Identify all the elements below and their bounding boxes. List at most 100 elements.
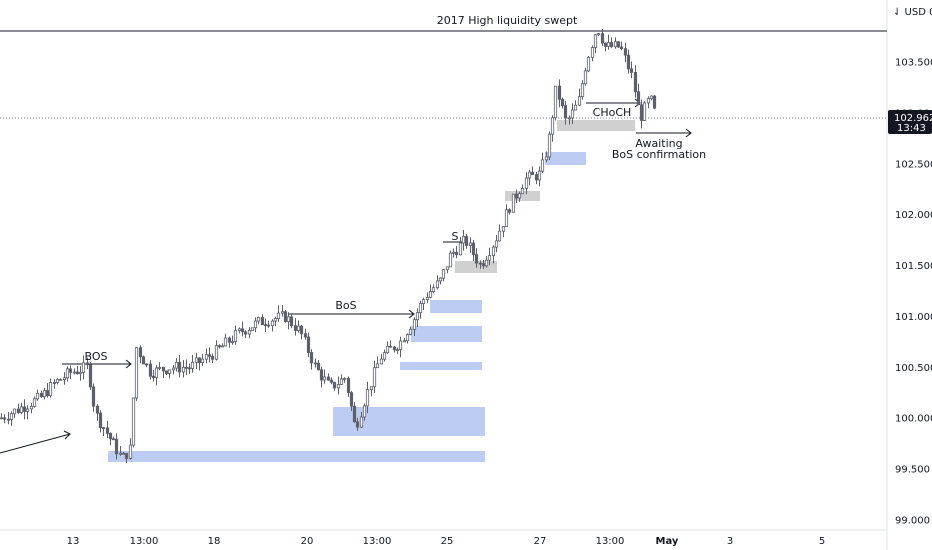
candle-down xyxy=(652,95,657,109)
candle-up xyxy=(501,226,506,232)
candle-up xyxy=(461,236,466,244)
candle-up xyxy=(484,259,489,267)
candle-down xyxy=(633,72,638,93)
candle-up xyxy=(65,368,70,379)
candle-down xyxy=(91,386,96,407)
annotation-label: CHoCH xyxy=(593,106,632,119)
candle-down xyxy=(319,369,324,381)
candle-up xyxy=(247,330,252,335)
candle-down xyxy=(316,362,321,371)
candle-down xyxy=(530,171,535,175)
annotations-layer: 2017 High liquidity swept BOS BoS S CHoCH Awa… xyxy=(85,14,707,363)
candle-up xyxy=(421,299,426,304)
candle-down xyxy=(75,371,80,375)
candle-up xyxy=(55,378,60,383)
candle-up xyxy=(35,392,40,400)
candle-up xyxy=(385,345,390,354)
candle-down xyxy=(101,427,106,430)
candles-layer xyxy=(0,28,657,463)
candle-up xyxy=(418,303,423,314)
candle-down xyxy=(124,453,129,459)
candle-up xyxy=(517,193,522,199)
candle-up xyxy=(118,452,123,455)
candle-down xyxy=(332,381,337,389)
countdown-value: 13:43 xyxy=(897,123,926,134)
price-tick-label: 100.500 xyxy=(895,363,932,374)
candle-down xyxy=(138,347,143,358)
candle-down xyxy=(616,41,621,48)
candle-down xyxy=(108,432,113,440)
candle-up xyxy=(200,358,205,363)
candle-down xyxy=(266,324,271,327)
candle-up xyxy=(336,384,341,389)
candle-down xyxy=(88,364,93,388)
candle-up xyxy=(190,361,195,369)
candle-up xyxy=(25,408,30,412)
annotation-label: S xyxy=(452,230,459,243)
candle-up xyxy=(379,358,384,365)
candle-up xyxy=(441,269,446,279)
candle-down xyxy=(303,333,308,338)
price-tick-label: 99.500 xyxy=(895,465,930,476)
candle-up xyxy=(553,85,558,119)
candle-down xyxy=(306,336,311,353)
candle-up xyxy=(398,340,403,350)
price-zone xyxy=(545,152,586,165)
time-axis[interactable]: 13 13:00 18 20 13:00 25 27 13:00 May 3 5 xyxy=(67,536,826,547)
candle-up xyxy=(181,366,186,373)
annotation-label: Awaiting xyxy=(635,137,682,150)
candle-down xyxy=(388,345,393,348)
zones-layer xyxy=(108,120,635,462)
candle-up xyxy=(128,444,133,459)
candle-up xyxy=(580,83,585,98)
candle-up xyxy=(220,345,225,348)
candle-up xyxy=(369,386,374,390)
price-tick-label: 102.000 xyxy=(895,210,932,221)
price-zone xyxy=(505,191,540,201)
candle-up xyxy=(48,382,53,397)
candle-up xyxy=(570,109,575,119)
candle-down xyxy=(326,376,331,381)
candle-down xyxy=(557,85,562,100)
candle-up xyxy=(642,102,647,121)
candle-up xyxy=(547,133,552,158)
candle-up xyxy=(9,413,14,420)
candle-down xyxy=(263,324,268,326)
candle-down xyxy=(392,346,397,351)
price-axis[interactable]: 103.500103.000102.500102.000101.500101.0… xyxy=(895,58,932,527)
candle-up xyxy=(550,117,555,135)
time-tick-label: 18 xyxy=(208,536,221,547)
candle-up xyxy=(438,277,443,282)
time-tick-label: May xyxy=(656,536,679,547)
candle-down xyxy=(636,91,641,106)
candle-up xyxy=(573,104,578,111)
price-tick-label: 101.000 xyxy=(895,312,932,323)
candle-up xyxy=(372,367,377,388)
time-tick-label: 13 xyxy=(67,536,80,547)
candle-up xyxy=(276,312,281,319)
candle-down xyxy=(161,366,166,372)
candle-up xyxy=(154,367,159,379)
candle-up xyxy=(544,156,549,161)
price-zone xyxy=(400,362,482,370)
candle-down xyxy=(151,375,156,379)
annotation-label: 2017 High liquidity swept xyxy=(437,14,578,27)
candle-up xyxy=(458,242,463,256)
candle-up xyxy=(382,352,387,360)
candle-up xyxy=(253,320,258,329)
candle-down xyxy=(210,356,215,360)
candle-down xyxy=(207,354,212,357)
candle-down xyxy=(227,337,232,343)
candle-down xyxy=(260,317,265,325)
candle-down xyxy=(22,406,27,412)
time-tick-label: 27 xyxy=(534,536,547,547)
price-tick-label: 103.500 xyxy=(895,58,932,69)
price-zone xyxy=(108,451,485,462)
candle-up xyxy=(540,159,545,172)
candle-up xyxy=(230,341,235,343)
candle-up xyxy=(171,367,176,371)
candle-up xyxy=(322,376,327,381)
candle-up xyxy=(448,252,453,268)
